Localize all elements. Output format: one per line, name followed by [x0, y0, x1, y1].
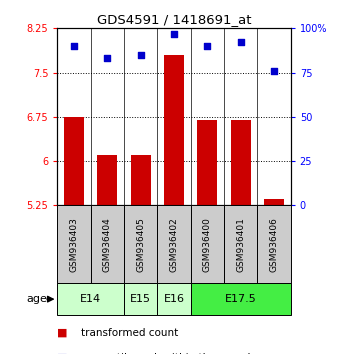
- Title: GDS4591 / 1418691_at: GDS4591 / 1418691_at: [97, 13, 251, 26]
- Text: E14: E14: [80, 294, 101, 304]
- Bar: [224, 205, 257, 283]
- Bar: [57, 283, 124, 315]
- Text: GSM936404: GSM936404: [103, 217, 112, 272]
- Bar: [191, 283, 291, 315]
- Bar: [257, 205, 291, 283]
- Point: [71, 43, 77, 49]
- Text: E16: E16: [164, 294, 185, 304]
- Bar: [124, 205, 158, 283]
- Text: E15: E15: [130, 294, 151, 304]
- Point: [138, 52, 143, 58]
- Bar: [264, 199, 284, 205]
- Bar: [124, 283, 158, 315]
- Text: GSM936403: GSM936403: [70, 217, 79, 272]
- Text: E17.5: E17.5: [225, 294, 257, 304]
- Bar: [231, 120, 251, 205]
- Point: [105, 56, 110, 61]
- Text: GSM936401: GSM936401: [236, 217, 245, 272]
- Point: [238, 40, 243, 45]
- Point: [205, 43, 210, 49]
- Bar: [158, 283, 191, 315]
- Text: GSM936405: GSM936405: [136, 217, 145, 272]
- Text: age: age: [26, 294, 47, 304]
- Text: transformed count: transformed count: [81, 328, 178, 338]
- Point: [271, 68, 277, 74]
- Text: GSM936402: GSM936402: [170, 217, 178, 272]
- Bar: [197, 120, 217, 205]
- Bar: [158, 205, 191, 283]
- Text: percentile rank within the sample: percentile rank within the sample: [81, 353, 257, 354]
- Bar: [57, 205, 91, 283]
- Bar: [97, 155, 117, 205]
- Bar: [191, 205, 224, 283]
- Bar: [64, 117, 84, 205]
- Text: GSM936400: GSM936400: [203, 217, 212, 272]
- Bar: [91, 205, 124, 283]
- Bar: [131, 155, 151, 205]
- Point: [171, 31, 177, 36]
- Text: ■: ■: [57, 328, 68, 338]
- Text: ■: ■: [57, 353, 68, 354]
- Text: GSM936406: GSM936406: [269, 217, 279, 272]
- Bar: [164, 55, 184, 205]
